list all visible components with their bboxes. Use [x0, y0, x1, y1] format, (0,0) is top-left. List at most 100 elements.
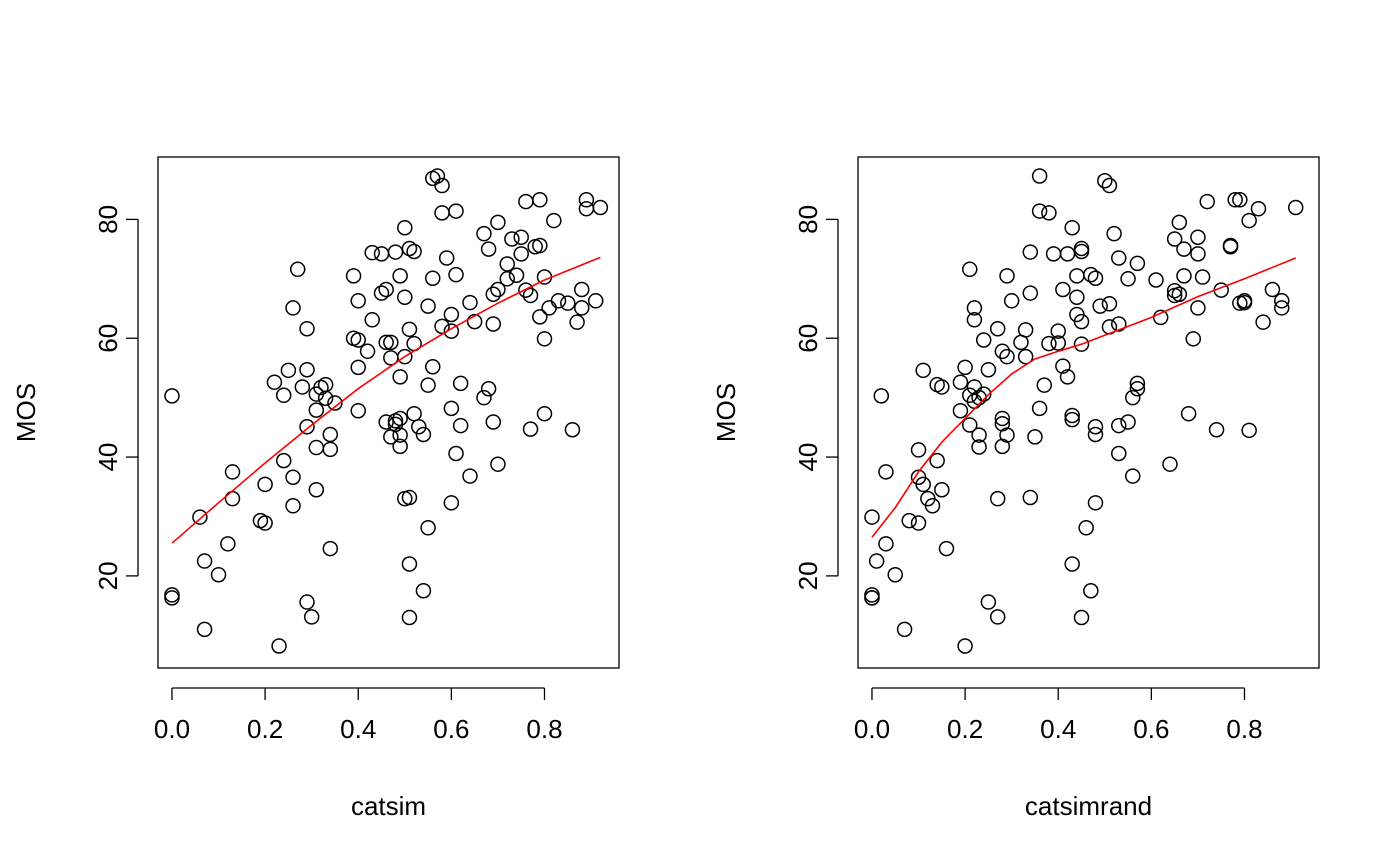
- data-point: [392, 369, 408, 385]
- data-point: [1111, 316, 1127, 332]
- data-point: [466, 313, 483, 330]
- data-point: [910, 515, 927, 531]
- data-point: [224, 464, 241, 480]
- data-point: [1111, 417, 1127, 434]
- data-point: [429, 168, 446, 184]
- data-point: [485, 286, 502, 303]
- x-tick-label: 0.2: [947, 714, 983, 744]
- data-point: [397, 289, 413, 305]
- data-point: [364, 244, 380, 261]
- data-point: [406, 243, 422, 260]
- data-point: [560, 295, 576, 311]
- data-point: [1166, 231, 1183, 247]
- data-point: [971, 427, 987, 443]
- data-point: [476, 389, 492, 406]
- data-point: [438, 250, 455, 266]
- data-point: [989, 609, 1006, 625]
- data-point: [192, 509, 208, 525]
- y-tick-label: 40: [793, 443, 823, 472]
- data-point: [420, 298, 436, 314]
- data-point: [901, 512, 917, 529]
- plot-frame: [857, 156, 1320, 669]
- y-tick-label: 40: [93, 443, 123, 472]
- data-point: [1087, 419, 1104, 435]
- data-point: [1241, 212, 1257, 229]
- data-point: [1152, 309, 1169, 326]
- data-point: [1022, 489, 1039, 506]
- data-point: [934, 379, 950, 395]
- data-point: [980, 361, 997, 378]
- data-point: [220, 536, 236, 552]
- data-point: [1055, 358, 1071, 374]
- x-tick-label: 0.2: [247, 714, 283, 744]
- data-point: [1083, 583, 1099, 599]
- data-point: [1064, 411, 1080, 428]
- data-point: [1106, 225, 1122, 242]
- data-point: [1227, 192, 1243, 208]
- data-point: [1111, 250, 1127, 266]
- data-point: [485, 316, 502, 332]
- data-point: [387, 244, 404, 260]
- y-tick-label: 60: [93, 324, 123, 353]
- data-point: [971, 439, 987, 455]
- data-point: [868, 553, 885, 569]
- data-point: [1241, 422, 1257, 439]
- data-point: [452, 375, 469, 392]
- data-point: [1236, 294, 1253, 311]
- data-point: [452, 417, 469, 434]
- data-point: [327, 395, 343, 411]
- data-point: [322, 441, 339, 458]
- data-point: [910, 442, 927, 458]
- data-point: [1124, 389, 1141, 406]
- x-tick-label: 0.6: [1133, 714, 1169, 744]
- data-point: [1064, 556, 1080, 572]
- data-point: [1166, 282, 1183, 299]
- data-point: [1124, 468, 1141, 484]
- data-point: [350, 359, 366, 376]
- data-point: [1031, 168, 1048, 184]
- data-point: [303, 609, 320, 625]
- data-point: [994, 343, 1011, 360]
- data-point: [299, 361, 315, 378]
- data-point: [1255, 314, 1271, 330]
- data-point: [289, 261, 306, 278]
- x-tick-label: 0.4: [1040, 714, 1076, 744]
- x-tick-label: 0.4: [340, 714, 376, 744]
- data-point: [929, 452, 945, 469]
- data-point: [350, 332, 366, 348]
- data-point: [989, 490, 1006, 507]
- data-point: [490, 281, 506, 298]
- data-point: [401, 321, 418, 338]
- data-point: [383, 334, 399, 351]
- data-point: [1129, 255, 1146, 272]
- data-point: [532, 237, 548, 254]
- data-point: [966, 300, 983, 316]
- data-point: [210, 566, 227, 583]
- x-tick-label: 0.6: [433, 714, 469, 744]
- data-point: [1092, 298, 1108, 314]
- data-point: [401, 556, 418, 572]
- data-point: [980, 594, 997, 610]
- scatter-panel-catsim: 0.0 0.2 0.4 0.6 0.8 20 40 60 80 catsim MOS: [11, 156, 620, 821]
- data-point: [1176, 268, 1192, 284]
- data-point: [401, 609, 418, 626]
- data-point: [573, 300, 590, 316]
- data-point: [1022, 244, 1039, 260]
- data-point: [522, 287, 539, 304]
- data-point: [1120, 414, 1136, 430]
- data-point: [1064, 407, 1080, 424]
- data-point: [378, 414, 394, 430]
- data-point: [896, 621, 913, 638]
- data-point: [1194, 269, 1211, 285]
- data-point: [532, 192, 548, 208]
- data-point: [1003, 293, 1020, 309]
- data-point: [275, 452, 292, 469]
- y-axis-label: MOS: [11, 383, 41, 442]
- data-point: [504, 231, 520, 247]
- data-point: [536, 331, 553, 347]
- x-axis-label: catsimrand: [1025, 791, 1152, 821]
- data-point: [975, 386, 992, 402]
- data-point: [952, 374, 969, 390]
- data-point: [299, 594, 315, 610]
- data-point: [1101, 296, 1118, 312]
